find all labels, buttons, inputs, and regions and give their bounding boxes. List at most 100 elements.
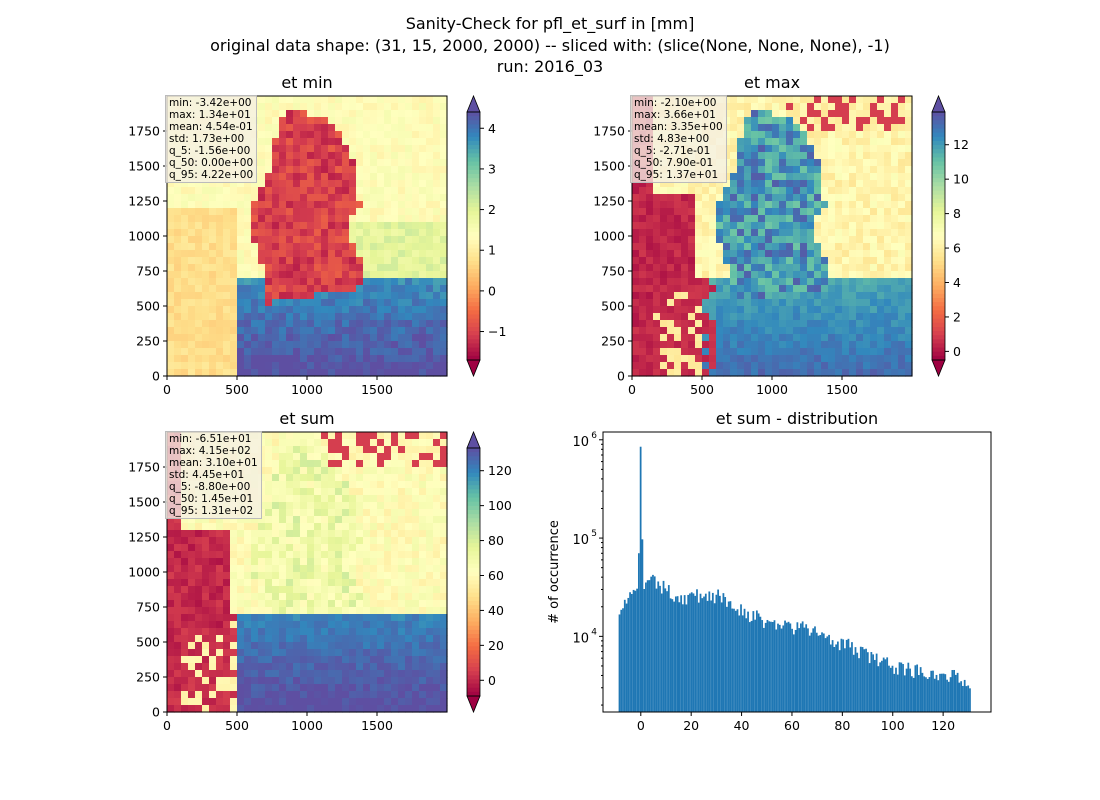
colorbar-swatch	[467, 219, 480, 225]
heatmap-cell	[674, 180, 682, 188]
heatmap-cell	[751, 271, 759, 279]
heatmap-cell	[300, 131, 308, 139]
heatmap-cell	[265, 292, 273, 300]
heatmap-cell	[342, 236, 350, 244]
heatmap-cell	[814, 131, 822, 139]
heatmap-cell	[681, 355, 689, 363]
heatmap-cell	[356, 705, 364, 713]
heatmap-cell	[363, 691, 371, 699]
heatmap-cell	[258, 222, 266, 230]
heatmap-cell	[363, 229, 371, 237]
heatmap-cell	[702, 194, 710, 202]
heatmap-cell	[744, 208, 752, 216]
heatmap-cell	[258, 299, 266, 307]
x-tick-label: 1000	[756, 382, 788, 397]
heatmap-cell	[286, 159, 294, 167]
heatmap-cell	[842, 292, 850, 300]
heatmap-cell	[363, 159, 371, 167]
heatmap-cell	[891, 152, 899, 160]
heatmap-cell	[258, 124, 266, 132]
heatmap-cell	[279, 586, 287, 594]
heatmap-cell	[398, 642, 406, 650]
heatmap-cell	[230, 565, 238, 573]
heatmap-cell	[363, 684, 371, 692]
heatmap-cell	[440, 110, 448, 118]
heatmap-cell	[223, 257, 231, 265]
heatmap-cell	[377, 649, 385, 657]
heatmap-cell	[674, 306, 682, 314]
heatmap-cell	[265, 600, 273, 608]
heatmap-cell	[230, 516, 238, 524]
heatmap-cell	[321, 579, 329, 587]
heatmap-cell	[167, 341, 175, 349]
heatmap-cell	[384, 341, 392, 349]
colorbar-swatch	[932, 145, 945, 150]
heatmap-cell	[702, 271, 710, 279]
heatmap-cell	[674, 348, 682, 356]
heatmap-cell	[426, 159, 434, 167]
heatmap-cell	[398, 96, 406, 104]
heatmap-cell	[167, 642, 175, 650]
heatmap-cell	[237, 320, 245, 328]
heatmap-cell	[286, 194, 294, 202]
heatmap-cell	[265, 264, 273, 272]
heatmap-cell	[223, 264, 231, 272]
heatmap-cell	[419, 229, 427, 237]
heatmap-cell	[384, 488, 392, 496]
heatmap-cell	[391, 649, 399, 657]
heatmap-cell	[216, 264, 224, 272]
heatmap-cell	[891, 131, 899, 139]
heatmap-cell	[765, 110, 773, 118]
heatmap-cell	[377, 698, 385, 706]
heatmap-cell	[230, 600, 238, 608]
heatmap-cell	[391, 572, 399, 580]
heatmap-cell	[426, 334, 434, 342]
heatmap-cell	[702, 222, 710, 230]
heatmap-cell	[391, 292, 399, 300]
heatmap-cell	[230, 614, 238, 622]
heatmap-cell	[891, 271, 899, 279]
heatmap-cell	[223, 348, 231, 356]
colorbar-swatch	[467, 289, 480, 295]
heatmap-cell	[377, 488, 385, 496]
heatmap-cell	[877, 334, 885, 342]
heatmap-cell	[300, 215, 308, 223]
heatmap-cell	[286, 544, 294, 552]
heatmap-cell	[828, 131, 836, 139]
heatmap-cell	[363, 341, 371, 349]
heatmap-cell	[667, 264, 675, 272]
heatmap-cell	[870, 299, 878, 307]
heatmap-cell	[814, 236, 822, 244]
heatmap-cell	[356, 607, 364, 615]
heatmap-cell	[307, 355, 315, 363]
heatmap-cell	[391, 474, 399, 482]
heatmap-cell	[842, 110, 850, 118]
heatmap-cell	[370, 488, 378, 496]
colorbar-swatch	[932, 236, 945, 241]
heatmap-cell	[384, 698, 392, 706]
heatmap-cell	[412, 481, 420, 489]
heatmap-cell	[723, 278, 731, 286]
heatmap-cell	[286, 145, 294, 153]
heatmap-cell	[737, 369, 745, 377]
heatmap-cell	[702, 180, 710, 188]
heatmap-cell	[265, 670, 273, 678]
heatmap-cell	[174, 537, 182, 545]
heatmap-cell	[328, 691, 336, 699]
heatmap-cell	[426, 600, 434, 608]
heatmap-cell	[384, 292, 392, 300]
heatmap-cell	[884, 201, 892, 209]
heatmap-cell	[335, 369, 343, 377]
heatmap-cell	[905, 369, 913, 377]
heatmap-cell	[342, 320, 350, 328]
heatmap-cell	[293, 257, 301, 265]
colorbar-swatch	[932, 306, 945, 311]
heatmap-cell	[216, 194, 224, 202]
heatmap-cell	[793, 271, 801, 279]
heatmap-cell	[674, 229, 682, 237]
heatmap-cell	[244, 313, 252, 321]
heatmap-cell	[842, 166, 850, 174]
heatmap-cell	[737, 348, 745, 356]
heatmap-cell	[258, 131, 266, 139]
heatmap-cell	[405, 173, 413, 181]
